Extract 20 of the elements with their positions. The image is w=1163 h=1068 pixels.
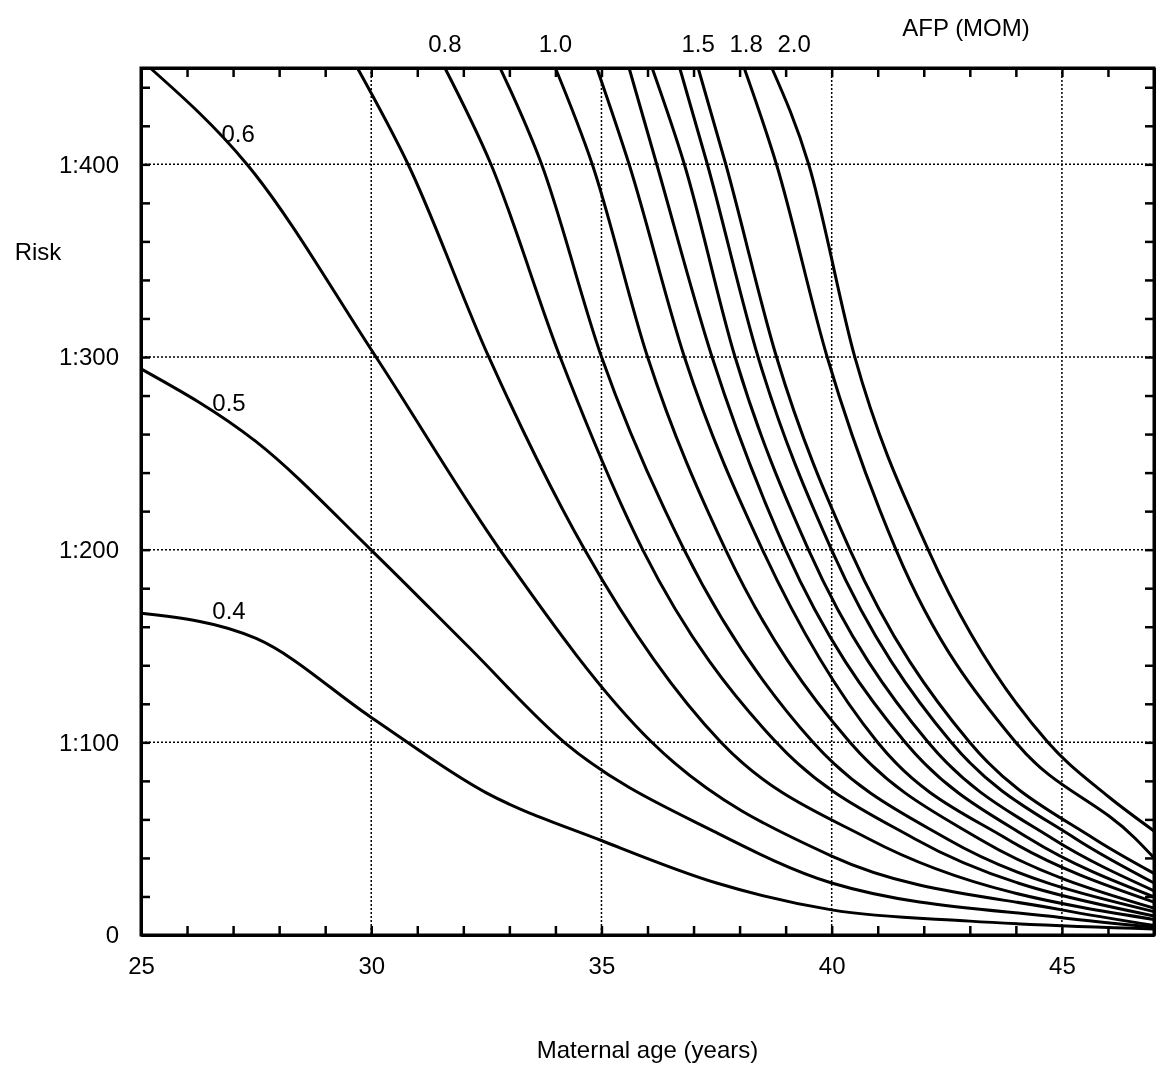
text: 1:300 [58,343,119,371]
legend-title: AFP (MOM) [902,14,1030,41]
series-label: 1.5 [681,30,715,57]
text: 1:400 [58,150,119,178]
x-tick-label: 40 [818,952,846,980]
text: 1:200 [58,535,119,563]
y-axis-title: Risk [14,238,63,265]
x-tick-label: 30 [358,952,386,980]
x-tick-label: 45 [1049,952,1076,980]
series-label: 0.8 [428,30,462,57]
x-tick-label: 25 [128,952,155,980]
series-label: 1.8 [729,30,763,57]
x-tick-label: 35 [588,952,616,980]
x-axis-title: Maternal age (years) [536,1036,759,1063]
series-label: 2.0 [777,30,811,57]
text: 0 [105,921,119,949]
text: 1:100 [58,728,119,756]
series-label: 1.0 [538,30,573,57]
series-label: 0.4 [212,596,246,624]
series-label: 0.5 [212,388,246,416]
